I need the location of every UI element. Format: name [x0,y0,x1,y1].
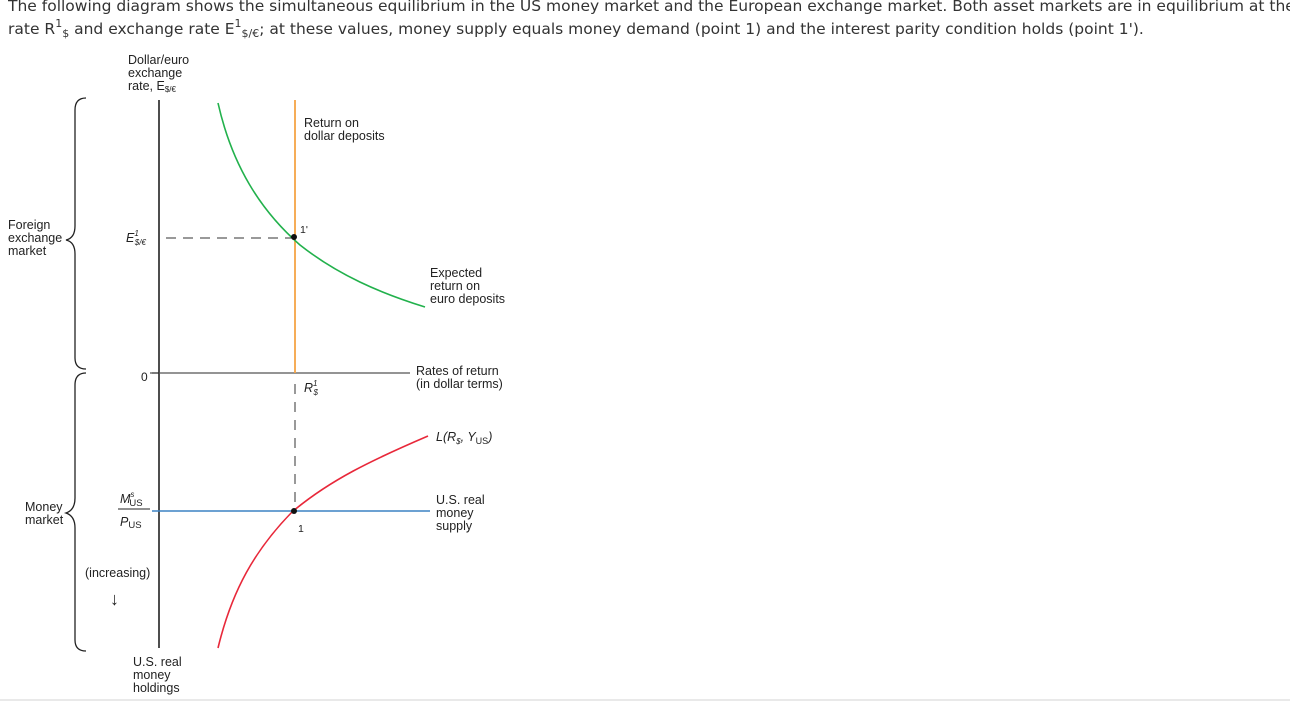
e1-label: E1 $/€ [126,229,146,247]
y-axis-title: Dollar/euro exchange rate, E$/€ [128,53,193,94]
prompt-text: ; at these values, money supply equals m… [259,20,1144,38]
prompt-line-2: rate R1$ and exchange rate E1$/€; at the… [8,18,1290,41]
r1-label: R1 $ [304,379,318,397]
money-demand-curve [217,435,429,649]
bottom-axis-title: U.S. real money holdings [133,655,185,695]
point-1-prime-label: 1' [300,224,308,236]
increasing-label: (increasing) [85,566,150,580]
money-market-label: Money market [25,500,66,527]
euro-return-label: Expected return on euro deposits [430,266,505,306]
money-supply-fraction-numerator: Ms US [120,490,143,509]
prompt-sup: 1 [234,17,242,30]
money-supply-fraction-denominator: PUS [120,515,142,531]
money-supply-label: U.S. real money supply [436,493,488,533]
point-1-label: 1 [298,523,304,535]
zero-label: 0 [141,370,148,384]
foreign-exchange-brace [65,97,87,370]
money-demand-label: L(R$, YUS) [436,430,492,446]
arrow-down-icon: ↓ [110,589,119,609]
dollar-return-label: Return on dollar deposits [304,116,385,143]
foreign-exchange-market-label: Foreign exchange market [8,218,66,258]
prompt-sub: $ [62,27,70,40]
rates-of-return-label: Rates of return (in dollar terms) [416,364,503,391]
prompt-line-1: The following diagram shows the simultan… [8,0,1290,15]
prompt-text: and exchange rate E [69,20,235,38]
prompt-text: rate R [8,20,56,38]
equilibrium-point-1-prime [291,234,297,240]
prompt-sub: $/€ [241,27,260,40]
money-market-brace [63,372,87,652]
euro-return-curve [217,102,426,308]
bottom-divider [0,699,1290,701]
question-prompt: The following diagram shows the simultan… [8,0,1290,41]
prompt-sup: 1 [55,17,63,30]
equilibrium-point-1 [291,508,297,514]
